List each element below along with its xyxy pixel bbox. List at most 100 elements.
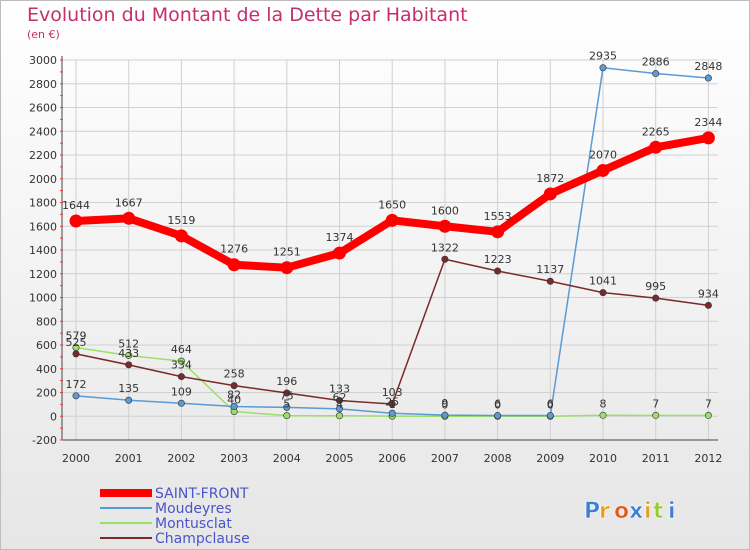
data-point-moudeyres [494,412,502,420]
series-points [69,64,715,420]
data-label-saint-front: 2070 [589,148,617,161]
data-point-saint-front [596,163,610,177]
x-tick-label: 2003 [220,452,248,465]
data-label-champclause: 433 [118,347,139,360]
proxiti-logo: Pr o x i t i [584,499,676,525]
x-tick-label: 2012 [694,452,722,465]
x-tick-label: 2002 [167,452,195,465]
data-label-saint-front: 1251 [273,246,301,259]
x-tick-label: 2006 [378,452,406,465]
data-point-champclause [283,389,291,397]
x-tick-label: 2008 [484,452,512,465]
data-label-champclause: 1322 [431,241,459,254]
data-point-moudeyres [599,64,607,72]
data-label-champclause: 1137 [536,263,564,276]
y-tick-label: 1400 [29,244,57,257]
data-label-montusclat: 7 [705,397,712,410]
data-point-saint-front [333,246,346,260]
data-label-saint-front: 1872 [536,172,564,185]
data-point-montusclat [283,412,291,420]
data-point-montusclat [704,411,712,419]
data-label-montusclat: 0 [441,398,448,411]
data-point-saint-front [491,225,505,239]
data-point-moudeyres [652,70,660,78]
data-label-champclause: 934 [698,287,719,300]
y-tick-label: 2800 [29,78,57,91]
x-tick-label: 2009 [536,452,564,465]
data-point-montusclat [177,357,185,365]
data-label-saint-front: 1519 [167,214,195,227]
data-label-moudeyres: 172 [66,378,87,391]
chart-subtitle: (en €) [27,28,60,41]
data-point-saint-front [227,258,241,272]
data-label-moudeyres: 25 [385,395,399,408]
data-label-saint-front: 1667 [115,196,143,209]
data-label-saint-front: 2344 [694,116,722,129]
data-point-saint-front [280,261,294,275]
data-point-saint-front [543,187,557,201]
data-label-saint-front: 2265 [642,125,670,138]
data-point-saint-front [69,214,83,228]
logo-letter: r [599,499,610,524]
y-tick-label: 800 [36,315,57,328]
x-tick-label: 2005 [326,452,354,465]
y-tick-label: 2200 [29,149,57,162]
data-label-moudeyres: 9 [441,397,448,410]
x-tick-label: 2001 [115,452,143,465]
data-label-moudeyres: 6 [494,398,501,411]
data-point-champclause [599,289,607,297]
data-label-saint-front: 1650 [378,198,406,211]
y-tick-label: 1200 [29,268,57,281]
y-tick-label: 1000 [29,292,57,305]
y-tick-label: 2600 [29,102,57,115]
data-point-moudeyres [546,412,554,420]
y-tick-label: 600 [36,339,57,352]
data-label-saint-front: 1553 [484,210,512,223]
data-point-saint-front [701,131,715,145]
data-point-champclause [704,301,712,309]
logo-letter: P [584,499,600,524]
logo-letter: o [614,499,629,524]
data-labels: 579 512 464 40 5 4 1 0 0 0 8 7 7 172 135 109 82 75 62 25 9 6 6… [62,50,722,412]
data-label-champclause: 1223 [484,253,512,266]
data-point-moudeyres [704,74,712,82]
data-label-champclause: 1041 [589,275,617,288]
data-point-montusclat [335,412,343,420]
data-label-montusclat: 8 [600,397,607,410]
x-tick-label: 2010 [589,452,617,465]
logo-letter: i [644,499,652,524]
data-label-champclause: 334 [171,359,192,372]
data-label-saint-front: 1276 [220,243,248,256]
data-point-champclause [494,267,502,275]
data-label-montusclat: 4 [336,398,343,411]
data-point-moudeyres [283,403,291,411]
data-point-moudeyres [230,403,238,411]
data-label-champclause: 133 [329,382,350,395]
data-point-champclause [546,277,554,285]
axes [60,56,718,441]
data-label-saint-front: 1374 [326,231,354,244]
data-label-champclause: 258 [224,368,245,381]
legend-label-champclause: Champclause [155,531,250,547]
data-label-moudeyres: 2935 [589,50,617,63]
data-point-champclause [652,294,660,302]
data-point-moudeyres [72,392,80,400]
data-point-montusclat [652,411,660,419]
chart-title: Evolution du Montant de la Dette par Hab… [27,4,468,26]
data-point-moudeyres [335,405,343,413]
data-label-montusclat: 5 [283,398,290,411]
data-point-champclause [125,361,133,369]
x-tick-label: 2004 [273,452,301,465]
data-label-moudeyres: 109 [171,385,192,398]
data-point-saint-front [438,219,452,233]
y-tick-label: 400 [36,363,57,376]
tick-labels: -200020040060080010001200140016001800200… [29,54,722,465]
data-label-moudeyres: 2886 [642,56,670,69]
data-point-moudeyres [441,411,449,419]
x-tick-label: 2000 [62,452,90,465]
data-label-montusclat: 40 [227,394,241,407]
data-label-moudeyres: 75 [280,389,294,402]
data-label-moudeyres: 2848 [694,60,722,73]
